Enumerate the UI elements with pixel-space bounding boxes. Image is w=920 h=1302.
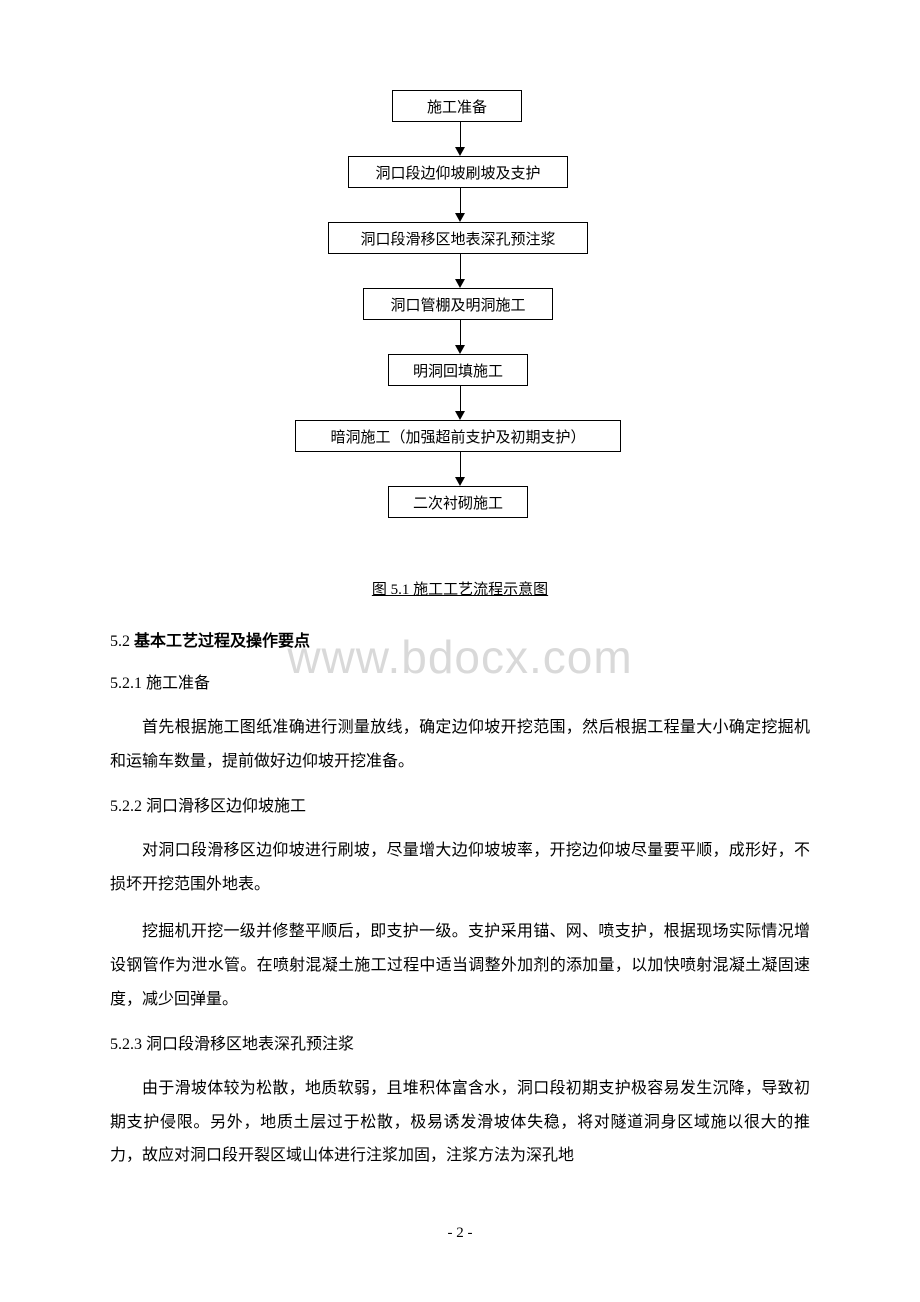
paragraph: 挖掘机开挖一级并修整平顺后，即支护一级。支护采用锚、网、喷支护，根据现场实际情况…: [110, 915, 810, 1016]
flow-arrow-5: [455, 386, 465, 420]
flow-node-n4: 洞口管棚及明洞施工: [363, 288, 553, 320]
paragraph: 由于滑坡体较为松散，地质软弱，且堆积体富含水，洞口段初期支护极容易发生沉降，导致…: [110, 1072, 810, 1173]
heading-title: 洞口段滑移区地表深孔预注浆: [146, 1036, 354, 1053]
page-number: - 2 -: [0, 1225, 920, 1242]
flow-arrow-2: [455, 188, 465, 222]
heading-5-2-1: 5.2.1 施工准备: [110, 669, 810, 693]
heading-title: 施工准备: [146, 675, 210, 692]
heading-5-2-3: 5.2.3 洞口段滑移区地表深孔预注浆: [110, 1030, 810, 1054]
flow-arrow-3: [455, 254, 465, 288]
flow-node-n5: 明洞回填施工: [388, 354, 528, 386]
paragraph: 首先根据施工图纸准确进行测量放线，确定边仰坡开挖范围，然后根据工程量大小确定挖掘…: [110, 711, 810, 778]
flow-arrow-1: [455, 122, 465, 156]
flow-node-n2: 洞口段边仰坡刷坡及支护: [348, 156, 568, 188]
heading-num: 5.2.2: [110, 798, 146, 815]
heading-title: 基本工艺过程及操作要点: [134, 633, 310, 650]
flow-node-n3: 洞口段滑移区地表深孔预注浆: [328, 222, 588, 254]
flow-arrow-4: [455, 320, 465, 354]
flow-node-n6: 暗洞施工（加强超前支护及初期支护）: [295, 420, 621, 452]
flow-node-n7: 二次衬砌施工: [388, 486, 528, 518]
heading-num: 5.2.1: [110, 675, 146, 692]
heading-num: 5.2: [110, 633, 134, 650]
heading-title: 洞口滑移区边仰坡施工: [146, 798, 306, 815]
heading-5-2-2: 5.2.2 洞口滑移区边仰坡施工: [110, 792, 810, 816]
flowchart-caption: 图 5.1 施工工艺流程示意图: [110, 578, 810, 599]
flow-node-n1: 施工准备: [392, 90, 522, 122]
flowchart: 施工准备洞口段边仰坡刷坡及支护洞口段滑移区地表深孔预注浆洞口管棚及明洞施工明洞回…: [260, 90, 660, 570]
heading-num: 5.2.3: [110, 1036, 146, 1053]
flow-arrow-6: [455, 452, 465, 486]
heading-5-2: 5.2 基本工艺过程及操作要点: [110, 627, 810, 651]
paragraph: 对洞口段滑移区边仰坡进行刷坡，尽量增大边仰坡坡率，开挖边仰坡尽量要平顺，成形好，…: [110, 834, 810, 901]
